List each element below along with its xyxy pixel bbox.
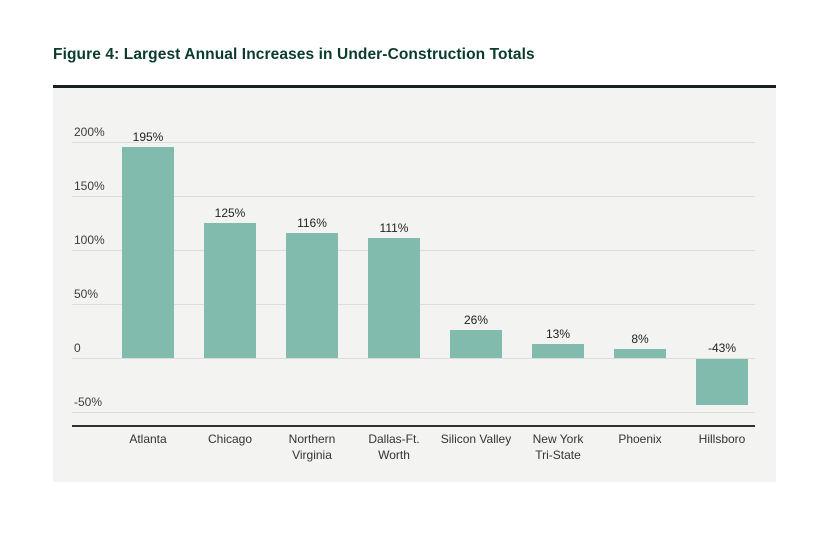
bar <box>532 343 584 358</box>
y-tick-label: 100% <box>74 233 105 247</box>
x-category-label: Chicago <box>207 432 253 446</box>
bar-value-label: 116% <box>297 215 327 230</box>
figure-title: Figure 4: Largest Annual Increases in Un… <box>53 46 535 63</box>
bar-value-label: 195% <box>132 130 164 145</box>
y-tick-label: -50% <box>74 395 103 409</box>
y-tick-label: 150% <box>74 179 105 193</box>
gridline <box>72 358 755 359</box>
chart-panel: 200% 150% 100% 50% 0 -50% 195% Atlanta 125% Chica… <box>53 85 776 482</box>
gridline <box>72 196 755 197</box>
bar <box>368 238 420 358</box>
x-category-label: New York Tri-State <box>532 432 584 462</box>
bar <box>204 223 256 358</box>
bar <box>122 147 174 358</box>
bar-value-label: -43% <box>707 341 736 355</box>
x-category-label: Hillsboro <box>698 432 746 446</box>
x-axis-line <box>72 425 755 427</box>
y-tick-label: 50% <box>74 287 99 301</box>
x-category-label: Dallas-Ft. Worth <box>368 432 420 462</box>
bar <box>614 349 666 358</box>
x-category-label: Phoenix <box>618 432 662 446</box>
y-tick-label: 200% <box>74 125 105 139</box>
bar <box>696 359 748 406</box>
bar <box>450 329 502 358</box>
x-category-label: Atlanta <box>129 432 167 446</box>
y-tick-label: 0 <box>74 341 81 355</box>
bar-value-label: 125% <box>214 206 246 220</box>
gridline <box>72 142 755 143</box>
x-category-label: Silicon Valley <box>440 432 512 446</box>
bar-value-label: 8% <box>631 332 649 347</box>
bar-value-label: 13% <box>545 326 571 341</box>
gridline <box>72 412 755 413</box>
x-category-label: Northern Virginia <box>288 432 336 462</box>
bar-value-label: 26% <box>463 312 489 327</box>
bar <box>286 232 338 358</box>
bar-value-label: 111% <box>379 221 409 236</box>
